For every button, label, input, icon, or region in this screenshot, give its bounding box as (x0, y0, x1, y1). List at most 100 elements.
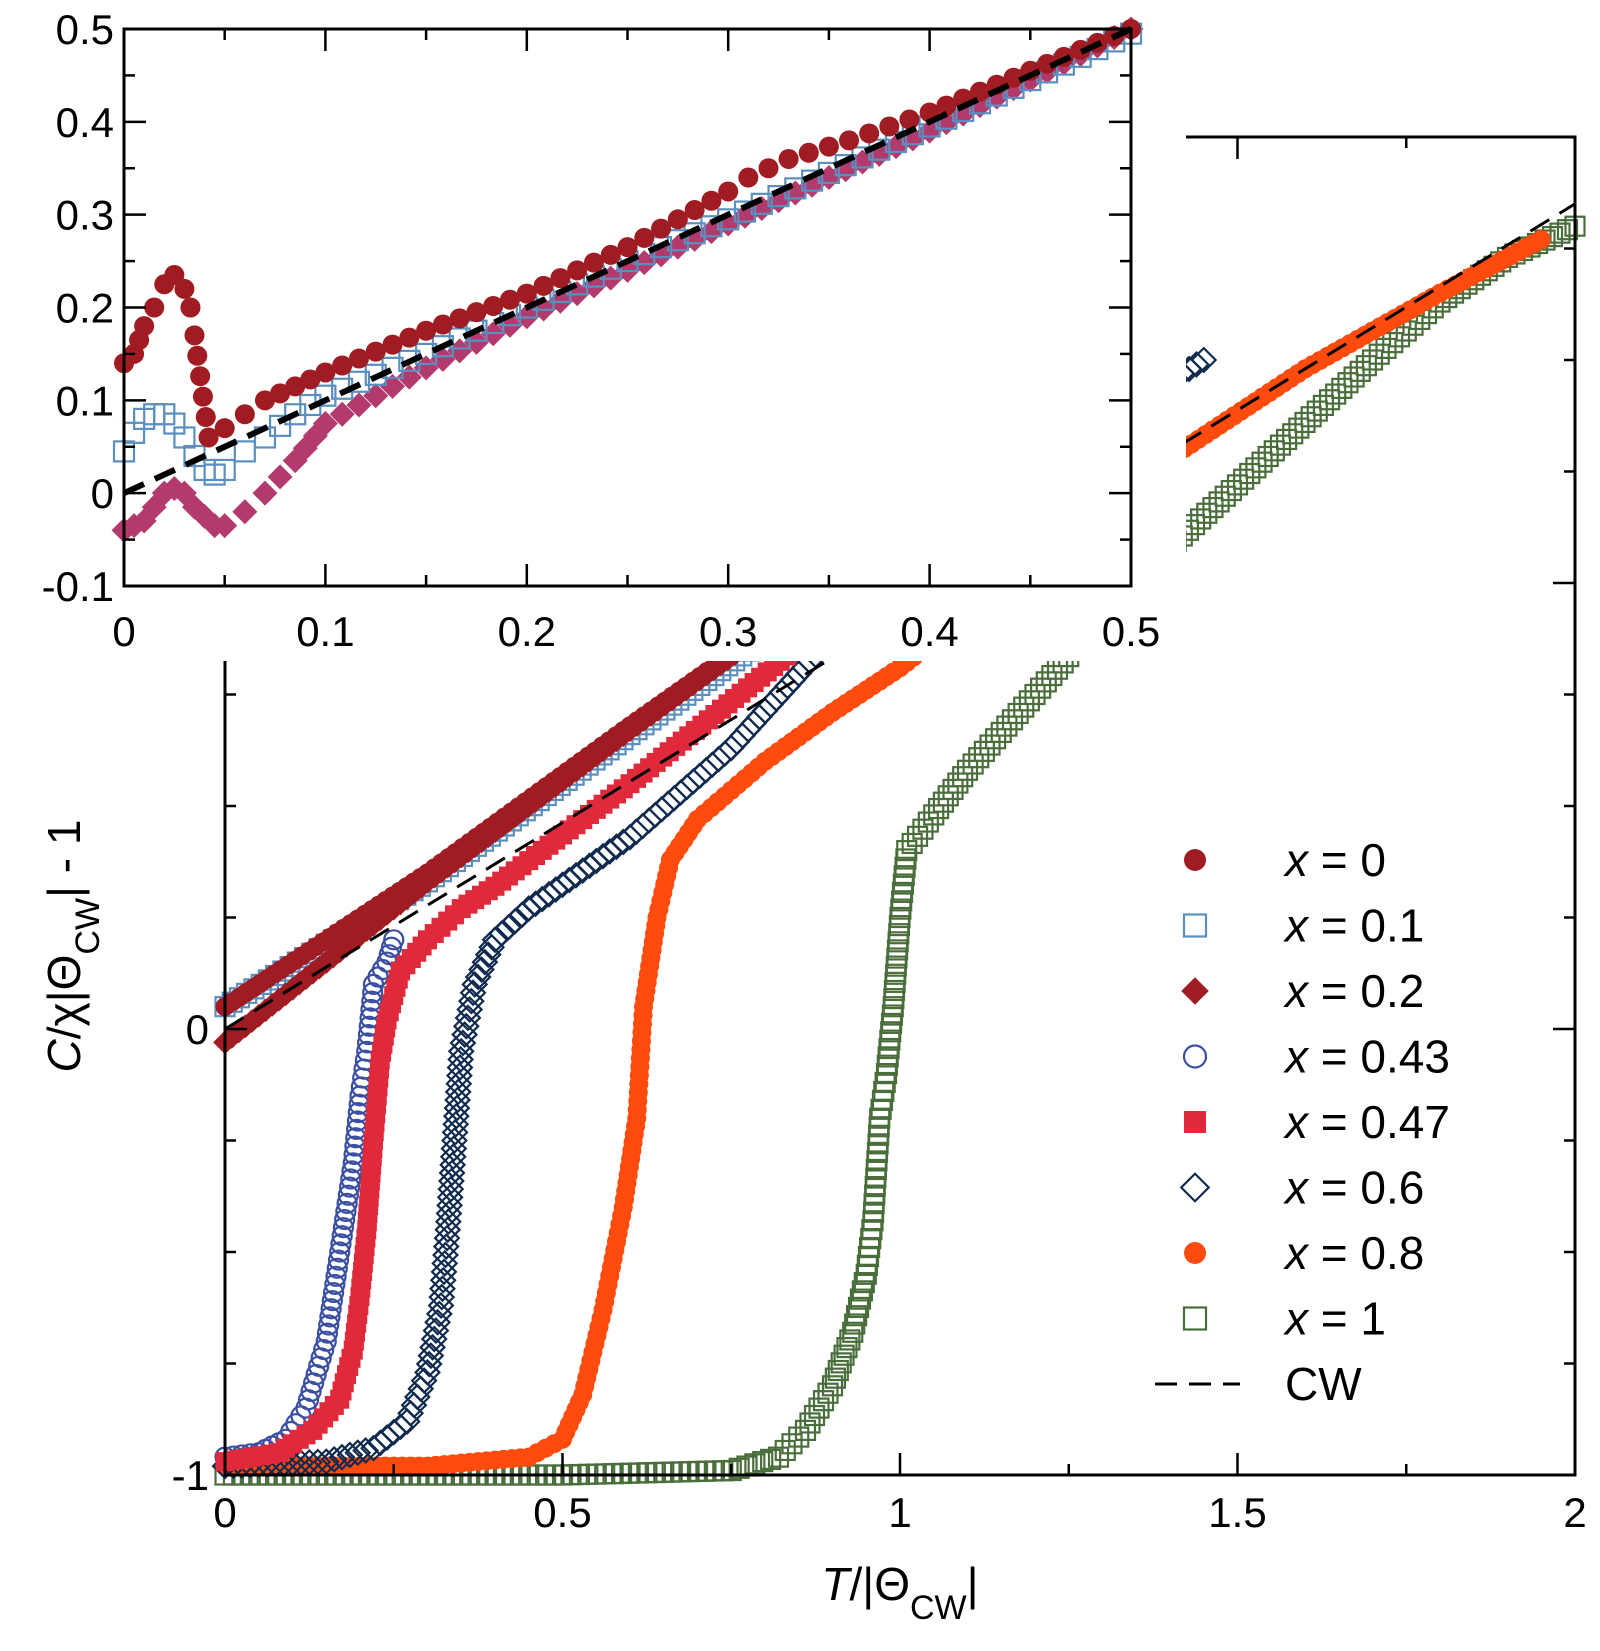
x-tick-label: 1 (888, 1489, 911, 1536)
data-point (213, 458, 236, 482)
data-point (444, 1078, 472, 1106)
legend-variable: x (1283, 1162, 1310, 1214)
y-tick-label: 0.4 (56, 99, 114, 146)
data-point (448, 327, 471, 350)
legend-value: = 0 (1308, 834, 1386, 886)
data-point (968, 747, 990, 769)
legend-value: = 1 (1308, 1293, 1386, 1345)
data-point (481, 926, 509, 954)
data-point (324, 1273, 346, 1296)
data-point (1288, 417, 1310, 439)
data-point (1549, 222, 1571, 244)
y-tick-label: 0.3 (56, 192, 114, 239)
data-point (445, 1062, 473, 1090)
inset-background (0, 0, 1186, 661)
legend-swatch (1182, 913, 1208, 938)
data-point (849, 1288, 872, 1310)
data-point (827, 1359, 849, 1382)
data-point (437, 1175, 465, 1203)
y-label-end: | - 1 (38, 820, 90, 898)
legend-label: CW (1285, 1358, 1362, 1410)
data-point (331, 1225, 353, 1247)
data-point (801, 169, 824, 192)
data-point (516, 283, 537, 304)
data-point (361, 990, 383, 1012)
data-point (1001, 709, 1024, 731)
legend-variable: x (1283, 1293, 1310, 1345)
data-point (398, 349, 421, 372)
main-y-axis-label: C/χ|ΘCW| - 1 (38, 820, 107, 1073)
data-point (718, 181, 739, 202)
data-point (300, 369, 321, 390)
data-point (550, 268, 571, 289)
data-point (270, 383, 291, 404)
data-point (899, 109, 920, 130)
data-point (341, 1160, 363, 1182)
data-point (336, 1441, 364, 1469)
data-point (1251, 451, 1273, 473)
data-point (774, 1439, 796, 1462)
data-point (312, 1448, 340, 1476)
data-point (1208, 491, 1230, 513)
legend-label: x = 0 (1283, 834, 1386, 886)
data-point (434, 1216, 462, 1244)
legend-variable: x (1283, 900, 1310, 952)
legend-swatch (1184, 849, 1206, 871)
data-point (444, 1086, 471, 1114)
data-point (382, 334, 403, 355)
data-point (338, 1176, 361, 1198)
y-label-variable: C (38, 1038, 90, 1072)
data-point (315, 362, 336, 383)
data-point (817, 1382, 839, 1404)
data-point (1294, 411, 1316, 434)
x-label-text: /|Θ (849, 1558, 910, 1610)
data-point (449, 308, 470, 329)
data-point (321, 1290, 343, 1312)
data-point (781, 1433, 803, 1455)
data-point (254, 390, 275, 411)
data-point (436, 1191, 464, 1219)
legend-label: x = 0.47 (1283, 1096, 1450, 1148)
data-point (836, 1336, 858, 1359)
data-point (325, 1265, 347, 1287)
x-tick-label: 0 (213, 1489, 236, 1536)
data-point (381, 356, 404, 379)
data-point (533, 275, 554, 296)
data-point (347, 370, 371, 393)
y-label-subscript: CW (69, 898, 107, 955)
data-point (634, 227, 655, 248)
legend-variable: x (1283, 834, 1310, 886)
data-point (744, 1453, 766, 1475)
data-point (429, 1275, 456, 1303)
data-point (393, 1408, 421, 1435)
legend-item-x0: x = 0 (1184, 834, 1386, 886)
data-point (859, 123, 880, 144)
data-point (234, 404, 255, 425)
x-tick-label: 0.3 (699, 608, 757, 655)
data-point (312, 411, 338, 437)
data-point (164, 265, 185, 286)
data-point (1018, 690, 1040, 712)
x-tick-label: 0 (112, 608, 135, 655)
data-point (1337, 372, 1359, 394)
data-point (500, 289, 521, 310)
data-point (720, 1459, 742, 1482)
legend-value: = 0.47 (1308, 1096, 1450, 1148)
data-point (212, 513, 238, 539)
data-point (233, 440, 256, 463)
data-point (1531, 230, 1551, 250)
y-tick-label: -1 (172, 1452, 209, 1499)
data-point (1275, 428, 1298, 451)
data-point (1226, 474, 1249, 496)
data-point (326, 1257, 348, 1279)
data-point (1024, 683, 1046, 706)
legend-item-cw: CW (1155, 1358, 1362, 1410)
legend-value: = 0.2 (1308, 965, 1424, 1017)
x-tick-label: 0.5 (533, 1489, 591, 1536)
data-point (214, 418, 235, 439)
data-point (365, 341, 386, 362)
data-point (1037, 53, 1058, 74)
data-point (1388, 326, 1411, 348)
inset-axes: 0 0.1 0.2 0.3 0.4 0.5-0.100.10.20.30.40.5 (42, 6, 1161, 655)
